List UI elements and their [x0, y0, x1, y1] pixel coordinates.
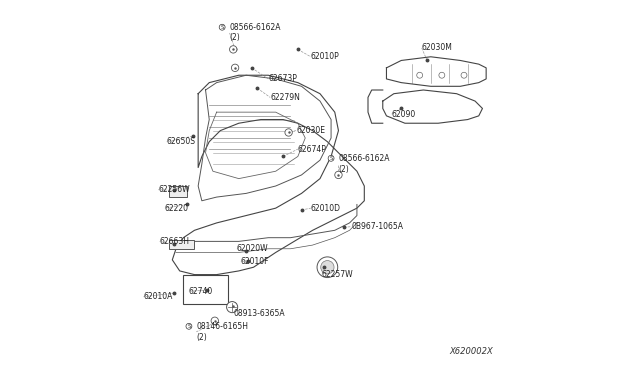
Text: 62010P: 62010P [311, 52, 339, 61]
Circle shape [321, 260, 334, 274]
Circle shape [439, 72, 445, 78]
Text: 62650S: 62650S [167, 137, 196, 146]
Text: 08146-6165H
(2): 08146-6165H (2) [196, 322, 248, 341]
Text: 62663H: 62663H [159, 237, 189, 246]
FancyBboxPatch shape [168, 186, 187, 197]
FancyBboxPatch shape [168, 240, 195, 249]
Circle shape [317, 257, 338, 278]
Text: 08913-6365A: 08913-6365A [233, 309, 285, 318]
Text: 62020W: 62020W [237, 244, 269, 253]
Circle shape [230, 302, 237, 310]
Text: 08566-6162A
(2): 08566-6162A (2) [339, 154, 390, 174]
Text: 62673P: 62673P [268, 74, 297, 83]
Circle shape [417, 72, 422, 78]
Text: S: S [330, 156, 333, 161]
FancyBboxPatch shape [184, 275, 228, 304]
Text: S: S [220, 25, 224, 30]
Circle shape [285, 129, 292, 136]
Circle shape [335, 171, 342, 179]
Text: 62010F: 62010F [241, 257, 269, 266]
Circle shape [211, 317, 218, 324]
Text: 62740: 62740 [189, 287, 213, 296]
Circle shape [461, 72, 467, 78]
Text: 62010D: 62010D [311, 203, 340, 213]
Text: 08566-6162A
(2): 08566-6162A (2) [230, 23, 281, 42]
Text: 62674P: 62674P [298, 145, 327, 154]
Text: S: S [187, 324, 191, 329]
Text: 62090: 62090 [391, 109, 415, 119]
Text: 62030E: 62030E [296, 126, 325, 135]
Circle shape [227, 302, 237, 312]
Text: 62256W: 62256W [158, 185, 190, 194]
Text: 62279N: 62279N [270, 93, 300, 102]
Text: 0B967-1065A: 0B967-1065A [351, 222, 403, 231]
Text: 62010A: 62010A [143, 292, 173, 301]
Circle shape [230, 46, 237, 53]
Text: 62030M: 62030M [422, 43, 452, 52]
Circle shape [232, 64, 239, 71]
Text: X620002X: X620002X [450, 347, 493, 356]
Text: 62257W: 62257W [322, 270, 353, 279]
Text: 62220: 62220 [165, 203, 189, 213]
